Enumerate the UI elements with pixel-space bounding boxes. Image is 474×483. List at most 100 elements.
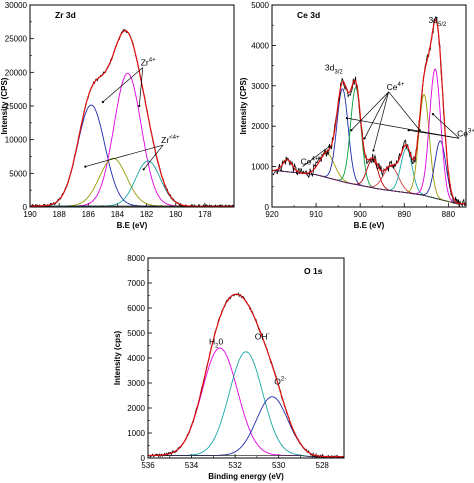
y-tick-label: 5000 [9, 169, 27, 178]
plot-area [30, 28, 234, 207]
panel-title: O 1s [304, 266, 323, 276]
plot-frame [147, 257, 345, 459]
annotation-superscript: 4+ [312, 157, 319, 163]
annotation-text: O [274, 376, 281, 386]
y-axis-title: Intensity (cps) [113, 331, 122, 386]
annotation-label: O2- [274, 376, 286, 386]
fit-component-line [148, 396, 344, 458]
x-tick-label: 178 [198, 210, 212, 219]
plot-area [272, 16, 466, 207]
y-axis-title: Intensity (CPS) [239, 77, 248, 134]
fit-envelope-line [30, 29, 234, 207]
annotation-label: Ce3+ [457, 128, 474, 138]
annotation-text: 3d [429, 15, 439, 25]
annotation-label: 3d5/2 [429, 15, 447, 28]
x-tick-label: 180 [169, 210, 183, 219]
x-tick-label: 880 [442, 210, 456, 219]
x-axis-title: Binding energy (eV) [208, 472, 284, 481]
chart-o1s: 536 534 532 530 528 0 1000 2000 3000 4000 5000 6000… [113, 254, 345, 481]
y-tick-label: 0 [265, 203, 270, 212]
x-tick-label: 528 [316, 461, 330, 470]
annotation-arrow [85, 144, 164, 167]
annotation-label: Ce4+ [387, 82, 405, 92]
y-tick-label: 20000 [5, 68, 28, 77]
fit-envelope-line [272, 19, 466, 205]
chart-zr3d: 190 188 186 184 182 180 178 0 5000 10000 15000 2000… [0, 1, 235, 230]
annotation-label: OH- [255, 331, 270, 341]
y-tick-label: 0 [141, 454, 146, 463]
x-tick-label: 536 [141, 461, 155, 470]
annotation-text: H [209, 336, 215, 346]
annotation-arrow [408, 129, 460, 139]
annotation-arrowhead [328, 145, 331, 148]
annotation-arrow [432, 113, 460, 139]
annotation-arrowhead [101, 100, 104, 104]
annotation-label: H20 [209, 336, 223, 349]
panel-title: Zr 3d [55, 10, 76, 20]
annotation-subscript: 5/2 [438, 22, 447, 28]
annotation-label: Ce4+ [301, 157, 319, 167]
x-tick-label: 184 [111, 210, 125, 219]
annotation-arrowhead [142, 168, 145, 171]
annotation-arrow [143, 144, 164, 170]
x-axis-title: B.E (eV) [354, 221, 385, 230]
y-tick-label: 5000 [127, 329, 145, 338]
y-tick-label: 3000 [127, 379, 145, 388]
y-tick-label: 25000 [5, 35, 28, 44]
annotation-superscript: 4+ [398, 82, 405, 88]
y-tick-label: 1000 [251, 163, 269, 172]
y-tick-label: 7000 [127, 279, 145, 288]
annotation-arrowhead [345, 117, 349, 120]
y-tick-label: 5000 [251, 1, 269, 10]
plot-frame [271, 4, 467, 208]
y-tick-label: 30000 [5, 1, 28, 10]
annotation-superscript: 2- [281, 376, 286, 382]
annotation-arrowhead [372, 149, 375, 152]
y-tick-label: 2000 [251, 122, 269, 131]
annotation-arrowhead [84, 165, 87, 168]
x-tick-label: 910 [309, 210, 323, 219]
y-tick-label: 8000 [127, 254, 145, 263]
annotation-label: Zr4+ [141, 58, 156, 68]
annotation-text: OH [255, 331, 268, 341]
annotation-arrow [364, 91, 389, 139]
annotation-arrowhead [138, 104, 141, 108]
y-tick-label: 15000 [5, 102, 28, 111]
y-tick-label: 2000 [127, 404, 145, 413]
annotation-arrow [373, 91, 389, 151]
y-tick-label: 1000 [127, 429, 145, 438]
y-tick-label: 3000 [251, 82, 269, 91]
annotation-text: Ce [301, 157, 312, 167]
x-tick-label: 890 [398, 210, 412, 219]
annotation-arrow [102, 67, 143, 103]
fit-component-line [30, 160, 234, 207]
annotation-arrowhead [350, 129, 353, 132]
annotation-superscript: <4+ [169, 135, 180, 141]
y-tick-label: 4000 [251, 41, 269, 50]
y-tick-label: 0 [23, 203, 28, 212]
x-tick-label: 532 [228, 461, 242, 470]
fit-envelope-line [148, 293, 344, 458]
annotation-superscript: 4+ [149, 58, 156, 64]
x-tick-label: 900 [354, 210, 368, 219]
annotation-superscript: - [267, 331, 269, 337]
x-axis-title: B.E (eV) [117, 221, 148, 230]
raw-data-line [30, 28, 234, 207]
annotation-arrowhead [407, 129, 410, 132]
annotation-text: Zr [141, 58, 149, 68]
annotation-label: Zr<4+ [161, 135, 180, 145]
annotation-arrow [388, 91, 420, 131]
x-tick-label: 190 [23, 210, 37, 219]
x-tick-label: 182 [140, 210, 154, 219]
annotation-superscript: 3+ [468, 128, 474, 134]
annotation-arrow [302, 146, 330, 167]
annotation-subscript: 2 [215, 343, 219, 349]
panel-title: Ce 3d [297, 10, 320, 20]
plot-area [148, 292, 344, 458]
chart-ce3d: 920 910 900 890 880 0 1000 2000 3000 4000 5000 B.E … [239, 1, 474, 230]
x-tick-label: 530 [272, 461, 286, 470]
x-tick-label: 920 [265, 210, 279, 219]
y-tick-label: 10000 [5, 136, 28, 145]
x-tick-label: 186 [82, 210, 96, 219]
